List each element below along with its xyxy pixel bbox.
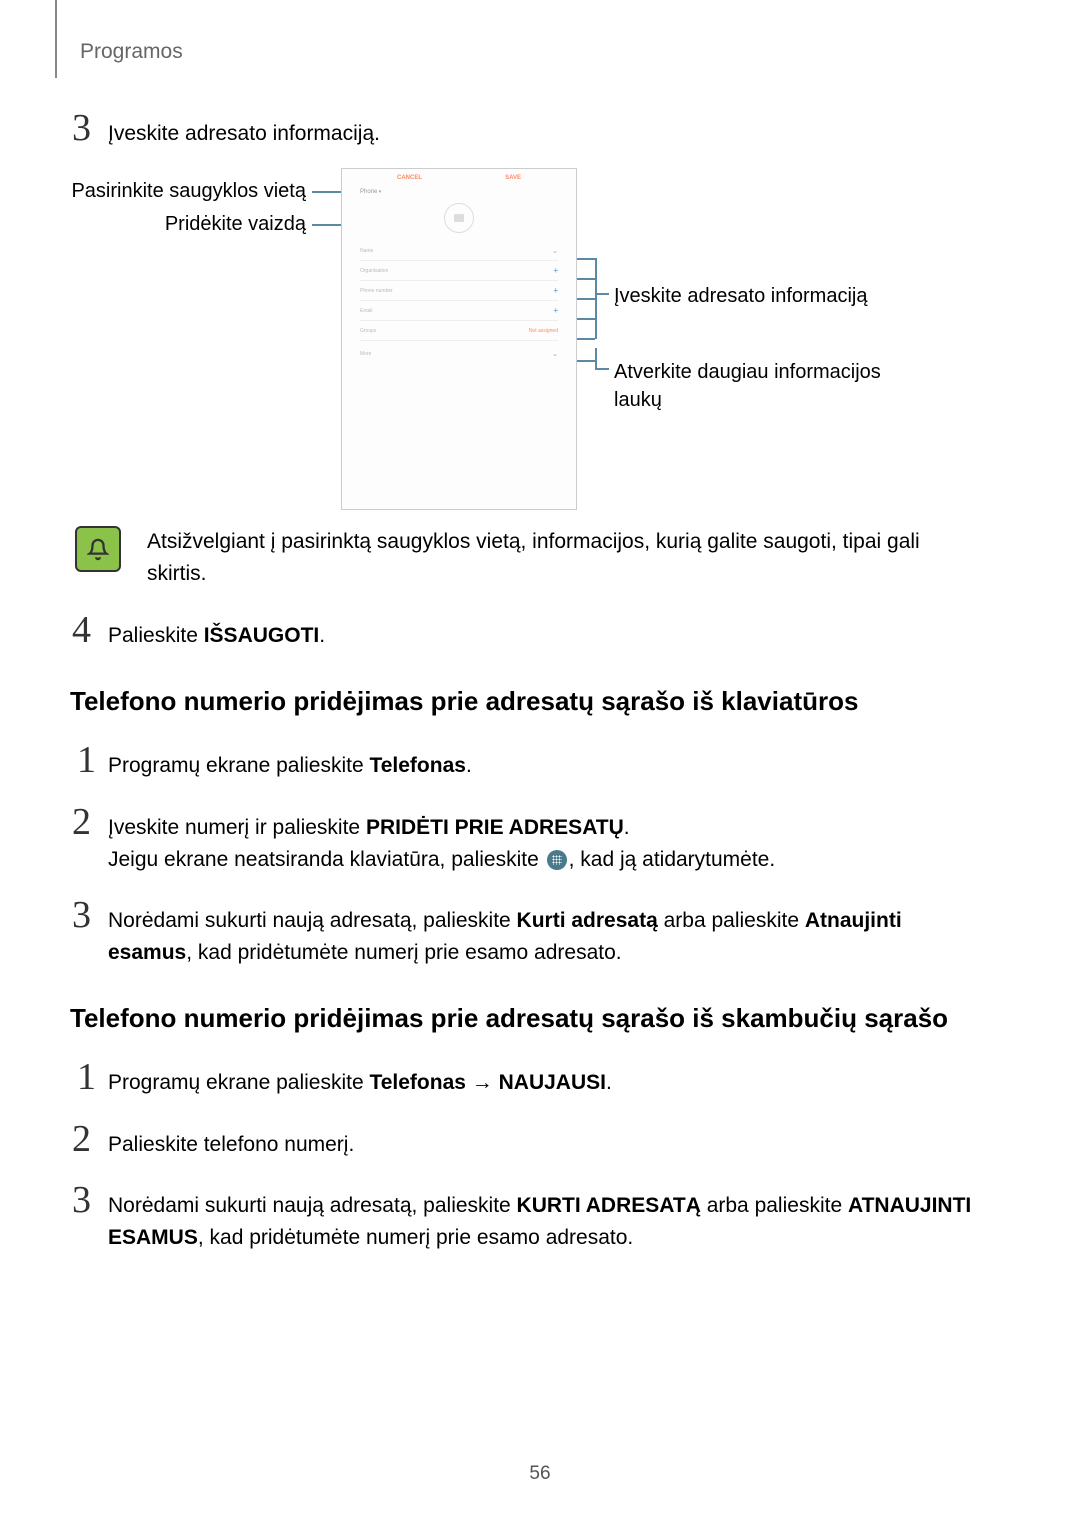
chevron-down-icon: ⌄: [552, 247, 558, 255]
bell-icon: [87, 537, 109, 561]
groups-link: Not assigned: [529, 328, 558, 334]
stepb1-prefix: Programų ekrane palieskite: [108, 754, 369, 777]
chevron-down-icon: ⌄: [552, 350, 558, 358]
field-more: More ⌄: [360, 345, 558, 363]
note-box: Atsižvelgiant į pasirinktą saugyklos vie…: [75, 526, 977, 589]
step-number-c1: 1: [77, 1055, 96, 1099]
step-number-b3: 3: [72, 893, 91, 937]
callout-tick-2: [577, 278, 595, 280]
step-text-3a: Įveskite adresato informaciją.: [108, 118, 380, 150]
keypad-icon: [547, 850, 567, 870]
callout-tick-1: [577, 258, 595, 260]
callout-tick-5: [577, 338, 595, 340]
field-label-org: Organisation: [360, 268, 388, 274]
stepb3-prefix: Norėdami sukurti naują adresatą, paliesk…: [108, 909, 517, 932]
stepc3-bold1: KURTI ADRESATĄ: [517, 1194, 701, 1217]
storage-selector: Phone: [342, 187, 576, 197]
step-text-4a: Palieskite IŠSAUGOTI.: [108, 620, 325, 652]
step-text-c2: Palieskite telefono numerį.: [108, 1129, 354, 1161]
phone-header: CANCEL SAVE: [342, 169, 576, 187]
stepb1-bold: Telefonas: [369, 754, 465, 777]
callout-openmore: Atverkite daugiau informacijos laukų: [614, 358, 934, 414]
step-text-c1: Programų ekrane palieskite Telefonas → N…: [108, 1067, 612, 1099]
plus-icon: +: [553, 306, 558, 315]
callout-more-vert: [595, 348, 597, 368]
stepb3-suffix: , kad pridėtumėte numerį prie esamo adre…: [186, 941, 621, 964]
stepc3-prefix: Norėdami sukurti naują adresatą, paliesk…: [108, 1194, 517, 1217]
stepc1-prefix: Programų ekrane palieskite: [108, 1071, 369, 1094]
note-icon: [75, 526, 121, 572]
phone-mockup: CANCEL SAVE Phone Name ⌄ Organisation + …: [341, 168, 577, 510]
field-label-groups: Groups: [360, 328, 376, 334]
step4a-bold: IŠSAUGOTI: [204, 624, 320, 647]
step-number-c3: 3: [72, 1178, 91, 1222]
stepc1-bold1: Telefonas: [369, 1071, 465, 1094]
stepb2-l1-bold: PRIDĖTI PRIE ADRESATŲ: [366, 816, 624, 839]
header-divider: [55, 0, 57, 78]
callout-tick-3: [577, 298, 595, 300]
callout-tick-4: [577, 318, 595, 320]
breadcrumb: Programos: [80, 40, 183, 64]
step-number-3a: 3: [72, 106, 91, 150]
avatar-placeholder: [444, 203, 474, 233]
section-heading-b: Telefono numerio pridėjimas prie adresat…: [70, 686, 858, 717]
step4a-suffix: .: [319, 624, 325, 647]
stepb2-l1-prefix: Įveskite numerį ir palieskite: [108, 816, 366, 839]
field-label-more: More: [360, 351, 371, 357]
field-email: Email +: [360, 301, 558, 321]
callout-enterinfo: Įveskite adresato informaciją: [614, 282, 867, 310]
field-label-email: Email: [360, 308, 373, 314]
stepb2-l2-prefix: Jeigu ekrane neatsiranda klaviatūra, pal…: [108, 848, 545, 871]
callout-bracket-vert: [595, 258, 597, 339]
stepb2-l1-suffix: .: [624, 816, 630, 839]
field-label-phone: Phone number: [360, 288, 393, 294]
step-text-b1: Programų ekrane palieskite Telefonas.: [108, 750, 472, 782]
callout-bracket-out: [595, 293, 609, 295]
stepc1-suffix: .: [606, 1071, 612, 1094]
stepc3-mid: arba palieskite: [701, 1194, 848, 1217]
stepc1-bold2: NAUJAUSI: [499, 1071, 606, 1094]
step-number-b2: 2: [72, 800, 91, 844]
stepc1-arrow: →: [466, 1071, 499, 1094]
step4a-prefix: Palieskite: [108, 624, 204, 647]
save-button: SAVE: [505, 175, 521, 181]
note-text: Atsižvelgiant į pasirinktą saugyklos vie…: [147, 526, 977, 589]
callout-image: Pridėkite vaizdą: [165, 213, 306, 236]
stepb3-bold1: Kurti adresatą: [517, 909, 658, 932]
callout-more-tick: [577, 360, 595, 362]
camera-icon: [454, 214, 464, 222]
field-name: Name ⌄: [360, 241, 558, 261]
page-number: 56: [529, 1463, 550, 1485]
stepb2-l2-suffix: , kad ją atidarytumėte.: [569, 848, 776, 871]
step-text-c3: Norėdami sukurti naują adresatą, paliesk…: [108, 1190, 1008, 1253]
step-number-b1: 1: [77, 738, 96, 782]
stepb3-mid: arba palieskite: [658, 909, 805, 932]
step-number-4a: 4: [72, 608, 91, 652]
callout-more-out: [595, 368, 609, 370]
step-number-c2: 2: [72, 1117, 91, 1161]
plus-icon: +: [553, 266, 558, 275]
stepb1-suffix: .: [466, 754, 472, 777]
callout-storage: Pasirinkite saugyklos vietą: [71, 180, 306, 203]
cancel-button: CANCEL: [397, 175, 422, 181]
field-label-name: Name: [360, 248, 373, 254]
field-organisation: Organisation +: [360, 261, 558, 281]
step-text-b2: Įveskite numerį ir palieskite PRIDĖTI PR…: [108, 812, 775, 875]
field-groups: Groups Not assigned: [360, 321, 558, 341]
field-phone: Phone number +: [360, 281, 558, 301]
plus-icon: +: [553, 286, 558, 295]
step-text-b3: Norėdami sukurti naują adresatą, paliesk…: [108, 905, 988, 968]
stepc3-suffix: , kad pridėtumėte numerį prie esamo adre…: [198, 1226, 633, 1249]
section-heading-c: Telefono numerio pridėjimas prie adresat…: [70, 1003, 948, 1034]
